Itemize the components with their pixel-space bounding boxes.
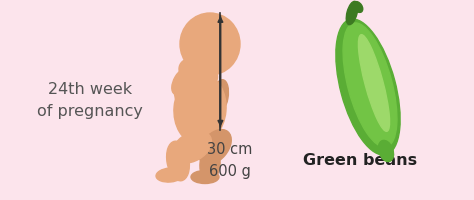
Ellipse shape [167,142,190,181]
Ellipse shape [174,81,196,118]
Ellipse shape [200,146,220,182]
Ellipse shape [343,24,397,147]
Ellipse shape [180,14,240,76]
Ellipse shape [336,20,400,155]
Ellipse shape [346,2,358,26]
Ellipse shape [174,75,226,144]
Circle shape [179,60,199,80]
Ellipse shape [211,80,228,115]
Ellipse shape [353,3,363,13]
Ellipse shape [172,68,192,95]
Ellipse shape [378,141,393,162]
Ellipse shape [358,35,390,132]
Text: 30 cm
600 g: 30 cm 600 g [207,141,253,179]
Text: 24th week
of pregnancy: 24th week of pregnancy [37,81,143,119]
Ellipse shape [173,131,211,163]
Text: Green beans: Green beans [303,153,417,167]
Ellipse shape [156,168,184,182]
Ellipse shape [199,130,231,165]
Ellipse shape [192,67,218,89]
Ellipse shape [191,171,219,184]
